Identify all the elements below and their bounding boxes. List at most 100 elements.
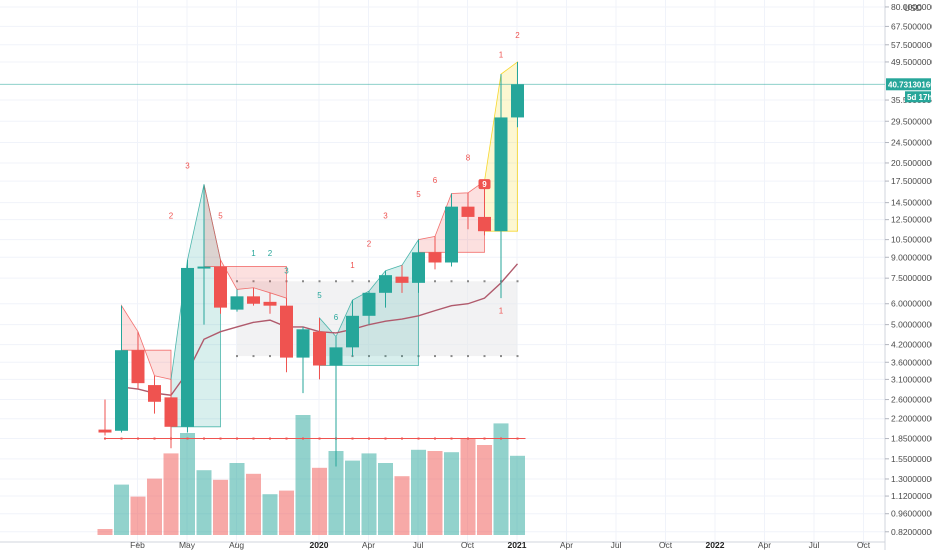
candle-body [329, 347, 343, 366]
candle [362, 291, 376, 325]
y-tick-label: 17.50000000 [891, 176, 932, 186]
volume-bar [361, 453, 377, 535]
candlesticks [98, 61, 524, 467]
zone-dot [483, 280, 486, 283]
zone-dot [236, 355, 238, 358]
sequence-count: 8 [466, 154, 471, 163]
candle-body [296, 329, 310, 358]
volume-bar [97, 529, 113, 535]
zone-dot [302, 280, 304, 283]
candle-body [395, 276, 409, 283]
volume-bar [460, 439, 476, 535]
sequence-count: 5 [218, 212, 223, 221]
count-badge [478, 179, 491, 190]
candle [263, 292, 277, 314]
zone-dot [434, 355, 436, 358]
zone-dot [401, 355, 403, 358]
zone-dot [516, 280, 519, 283]
sequence-counts: 2 3 5 1 2 3 5 6 1 2 3 5 6 8 1 2 1 9 [169, 31, 521, 322]
countdown-label: 5d 17h [907, 93, 932, 102]
candle [164, 379, 178, 449]
candle-body [313, 331, 326, 366]
candle-body [445, 206, 458, 263]
volume-bar [295, 415, 311, 535]
y-tick-label: 57.50000000 [891, 40, 932, 50]
sequence-count: 3 [284, 267, 289, 276]
volume-bar [394, 476, 410, 535]
candle-body [263, 301, 277, 306]
zone-dot [483, 355, 486, 358]
y-tick-label: 0.82000000 [891, 527, 932, 537]
last-price-marker: 40.73130166 5d 17h [0, 78, 932, 103]
zone-dot [434, 280, 436, 283]
candle [296, 326, 310, 394]
candle [445, 193, 458, 267]
volume-bar [213, 479, 228, 535]
x-tick-label: Jul [413, 540, 424, 550]
zone-dot [318, 280, 321, 283]
volume-bar [345, 460, 360, 535]
candle [395, 265, 409, 293]
y-tick-label: 12.50000000 [891, 215, 932, 225]
y-tick-label: 49.50000000 [891, 57, 932, 67]
sequence-count: 1 [499, 307, 504, 316]
candle-body [494, 117, 508, 232]
sequence-count: 3 [383, 212, 388, 221]
candle [148, 375, 161, 414]
candle [428, 236, 442, 270]
candle-body [280, 305, 293, 358]
x-tick-label: Aug [229, 540, 244, 550]
support-dot [302, 437, 304, 440]
candle-body [230, 296, 244, 310]
candle [346, 299, 359, 357]
volume-bar [477, 445, 492, 535]
candle [461, 192, 475, 230]
zone-dot [516, 355, 519, 358]
count-badge-label: 9 [482, 180, 487, 189]
candle-body [164, 397, 178, 427]
y-tick-label: 29.50000000 [891, 116, 932, 126]
candle [313, 317, 326, 380]
candle-body [412, 252, 425, 283]
x-axis[interactable]: Feb May Aug 2020 Apr Jul Oct 2021 Apr Jul Oct 2022 A… [130, 540, 871, 550]
candle-body [362, 292, 376, 316]
zone-dot [368, 280, 370, 283]
support-dot [153, 437, 156, 440]
support-dot [203, 437, 205, 440]
y-tick-label: 1.85000000 [891, 434, 932, 444]
candle [181, 259, 194, 433]
x-tick-label: Feb [130, 540, 145, 550]
volume-bar [246, 473, 261, 535]
x-tick-label: 2021 [508, 540, 527, 550]
volume-bar [328, 451, 344, 535]
candle-body [346, 315, 359, 348]
currency-label: USD [904, 3, 922, 13]
support-dot [318, 437, 321, 440]
x-tick-label: 2022 [706, 540, 725, 550]
x-tick-label: Oct [659, 540, 673, 550]
zone-dot [450, 355, 453, 358]
support-dot [219, 437, 222, 440]
candle [329, 336, 343, 467]
sequence-count: 2 [169, 212, 174, 221]
candle [494, 74, 508, 299]
candle-body [181, 267, 194, 427]
candle [280, 298, 293, 373]
support-dot [104, 437, 106, 440]
support-dot [368, 437, 370, 440]
support-dot [516, 437, 519, 440]
y-tick-label: 10.50000000 [891, 235, 932, 245]
candle [247, 287, 260, 306]
candle-body [379, 275, 392, 293]
candle [379, 270, 392, 308]
zone-dot [236, 280, 238, 283]
sequence-count: 1 [350, 261, 355, 270]
y-tick-label: 1.55000000 [891, 454, 932, 464]
candle [511, 61, 524, 128]
sequence-count: 5 [317, 291, 322, 300]
volume-bar [262, 494, 278, 535]
candle [478, 181, 491, 236]
zone-dot [351, 280, 354, 283]
y-tick-label: 7.50000000 [891, 273, 932, 283]
